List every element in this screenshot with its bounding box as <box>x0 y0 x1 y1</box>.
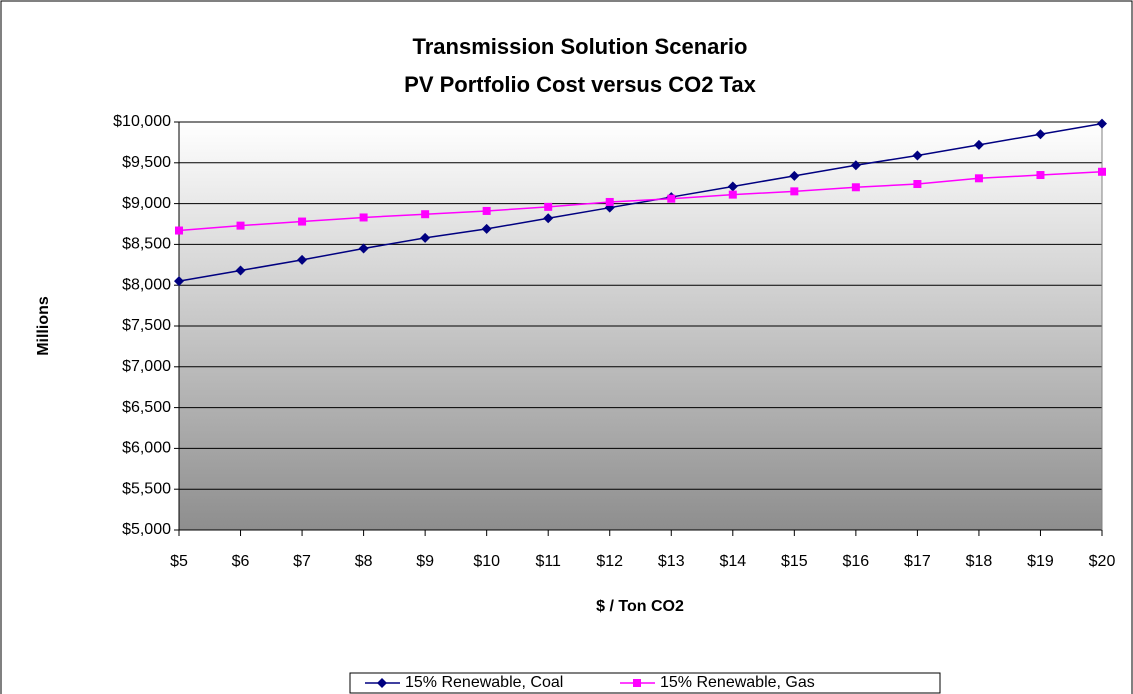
x-tick-label: $13 <box>658 553 685 570</box>
y-tick-label: $9,000 <box>122 195 171 212</box>
y-tick-label: $8,500 <box>122 236 171 253</box>
point <box>974 174 983 183</box>
point <box>973 139 984 150</box>
point <box>728 190 737 199</box>
x-tick-label: $6 <box>232 553 250 570</box>
series-line <box>178 171 1103 232</box>
y-tick-label: $7,000 <box>122 358 171 375</box>
legend-label: 15% Renewable, Coal <box>405 674 563 691</box>
y-tick-label: $7,500 <box>122 317 171 334</box>
point <box>633 679 641 687</box>
y-tick-label: $6,500 <box>122 399 171 416</box>
point <box>913 180 922 189</box>
point <box>174 276 184 287</box>
point <box>358 243 369 254</box>
x-tick-label: $10 <box>473 553 500 570</box>
x-tick-label: $19 <box>1027 553 1054 570</box>
point <box>297 254 308 265</box>
point <box>298 217 307 226</box>
x-tick-label: $9 <box>416 553 434 570</box>
point <box>1098 167 1106 176</box>
point <box>1036 171 1045 180</box>
point <box>851 183 860 192</box>
point <box>359 213 368 222</box>
point <box>850 160 861 171</box>
point <box>377 678 387 688</box>
point <box>175 226 183 235</box>
point <box>421 210 430 219</box>
y-tick-label: $6,000 <box>122 440 171 457</box>
point <box>543 213 554 224</box>
chart-title: Transmission Solution Scenario <box>413 34 748 59</box>
y-tick-label: $9,500 <box>122 154 171 171</box>
point <box>667 194 676 203</box>
chart-title: PV Portfolio Cost versus CO2 Tax <box>404 72 756 97</box>
point <box>790 187 799 196</box>
x-tick-label: $12 <box>596 553 623 570</box>
x-tick-label: $14 <box>719 553 746 570</box>
point <box>544 202 553 211</box>
point <box>236 221 245 230</box>
y-tick-label: $8,000 <box>122 276 171 293</box>
point <box>1035 129 1046 140</box>
point <box>482 206 491 215</box>
point <box>727 181 738 192</box>
y-tick-label: $5,500 <box>122 480 171 497</box>
y-tick-label: $10,000 <box>113 113 171 130</box>
point <box>605 197 614 206</box>
y-axis-title: Millions <box>35 296 52 356</box>
x-tick-label: $7 <box>293 553 311 570</box>
point <box>789 170 800 181</box>
legend-label: 15% Renewable, Gas <box>660 674 815 691</box>
x-tick-label: $5 <box>170 553 188 570</box>
x-tick-label: $16 <box>843 553 870 570</box>
point <box>420 232 431 243</box>
point <box>481 223 492 234</box>
point <box>912 150 923 161</box>
point <box>1097 118 1107 129</box>
series-line <box>178 122 1103 282</box>
x-tick-label: $11 <box>535 553 561 570</box>
point <box>235 265 246 276</box>
x-tick-label: $18 <box>966 553 993 570</box>
x-tick-label: $8 <box>355 553 373 570</box>
x-tick-label: $15 <box>781 553 808 570</box>
x-axis-title: $ / Ton CO2 <box>596 598 684 615</box>
x-tick-label: $17 <box>904 553 931 570</box>
x-tick-label: $20 <box>1089 553 1116 570</box>
y-tick-label: $5,000 <box>122 521 171 538</box>
